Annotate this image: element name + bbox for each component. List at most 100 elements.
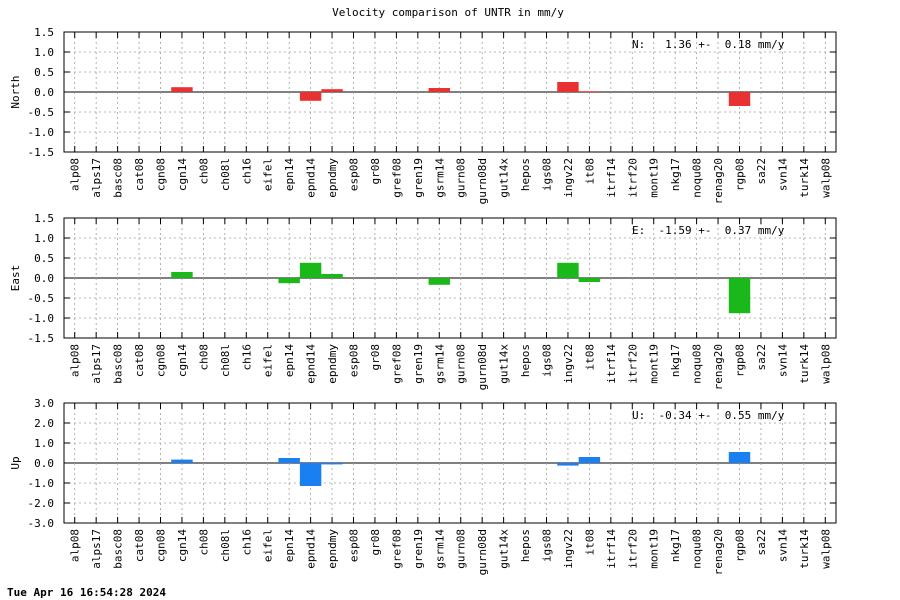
bar-it08 (578, 457, 601, 463)
x-tick-label: noqu08 (691, 344, 704, 384)
x-tick-label: ch16 (240, 158, 253, 185)
y-tick-label: 1.5 (34, 212, 54, 225)
x-tick-label: itrf20 (626, 344, 639, 384)
x-tick-label: ch08l (219, 158, 232, 191)
x-tick-label: alps17 (90, 344, 103, 384)
x-tick-label: epn14 (283, 158, 296, 191)
x-tick-label: esp08 (348, 529, 361, 562)
x-tick-label: ch08 (197, 344, 210, 371)
x-tick-label: turk14 (798, 158, 811, 198)
bar-it08 (578, 91, 601, 92)
x-tick-label: svn14 (776, 529, 789, 562)
x-tick-label: epn14 (283, 344, 296, 377)
bar-epndmy (321, 463, 343, 465)
x-tick-label: epndmy (326, 158, 339, 198)
x-tick-label: walp08 (819, 529, 832, 569)
stats-annotation: U: -0.34 +- 0.55 mm/y (632, 409, 785, 422)
x-tick-label: itrf14 (605, 529, 618, 569)
x-tick-label: esp08 (348, 344, 361, 377)
x-tick-label: igs08 (541, 158, 554, 191)
x-tick-label: gsrm14 (433, 158, 446, 198)
y-tick-label: -0.5 (28, 292, 55, 305)
y-axis-label: North (9, 75, 22, 108)
bar-rgp08 (728, 92, 751, 106)
x-tick-label: walp08 (819, 344, 832, 384)
x-tick-label: rgp08 (734, 529, 747, 562)
x-tick-label: sa22 (755, 529, 768, 556)
bar-ingv22 (557, 262, 579, 278)
x-tick-label: ch08 (197, 529, 210, 556)
x-tick-label: gren19 (412, 344, 425, 384)
y-tick-label: 1.5 (34, 26, 54, 39)
x-tick-label: ingv22 (562, 344, 575, 384)
y-tick-label: 1.0 (34, 46, 54, 59)
y-tick-label: -2.0 (28, 497, 55, 510)
x-tick-label: eifel (262, 344, 275, 377)
panel-east: -1.5 -1.0 -0.5 0.0 0.5 1.0 1.5 alp08 alps17 basc0… (9, 212, 837, 390)
x-tick-label: itrf20 (626, 158, 639, 198)
stats-annotation: N: 1.36 +- 0.18 mm/y (632, 38, 785, 51)
x-tick-label: epnd14 (305, 158, 318, 198)
x-tick-label: mont19 (648, 158, 661, 198)
x-tick-label: hepos (519, 158, 532, 191)
bar-epn14 (278, 458, 300, 463)
x-tick-label: basc08 (112, 158, 125, 198)
x-tick-label: itrf20 (626, 529, 639, 569)
x-tick-label: it08 (583, 344, 596, 371)
y-tick-label: -1.0 (28, 477, 55, 490)
bar-gsrm14 (428, 88, 450, 92)
y-tick-label: -0.5 (28, 106, 55, 119)
bar-epnd14 (299, 262, 322, 278)
x-tick-label: sa22 (755, 158, 768, 185)
x-tick-label: gref08 (390, 158, 403, 198)
y-tick-label: -1.0 (28, 126, 55, 139)
y-axis-label: Up (9, 456, 22, 469)
y-tick-label: 1.0 (34, 437, 54, 450)
x-tick-label: ch08l (219, 529, 232, 562)
x-tick-label: ch08 (197, 158, 210, 185)
x-tick-label: gren19 (412, 529, 425, 569)
x-tick-label: turk14 (798, 529, 811, 569)
x-tick-label: epnd14 (305, 529, 318, 569)
x-tick-label: gurn08 (455, 344, 468, 384)
x-tick-label: gut14x (498, 344, 511, 384)
bar-epnd14 (299, 92, 322, 101)
x-tick-label: esp08 (348, 158, 361, 191)
x-tick-label: ch16 (240, 344, 253, 371)
y-tick-label: -1.5 (28, 146, 55, 159)
x-tick-label: noqu08 (691, 529, 704, 569)
x-tick-label: epndmy (326, 529, 339, 569)
x-tick-label: epn14 (283, 529, 296, 562)
bar-cgn14 (171, 87, 193, 92)
x-tick-label: turk14 (798, 344, 811, 384)
x-tick-label: renag20 (712, 344, 725, 390)
x-tick-label: gr08 (369, 529, 382, 556)
x-tick-label: nkg17 (669, 529, 682, 562)
x-tick-label: gut14x (498, 158, 511, 198)
timestamp: Tue Apr 16 16:54:28 2024 (7, 586, 166, 599)
x-tick-label: basc08 (112, 344, 125, 384)
y-tick-label: 0.5 (34, 252, 54, 265)
panel-north: -1.5 -1.0 -0.5 0.0 0.5 1.0 1.5 alp08 alps17 basc0… (9, 26, 837, 204)
x-tick-label: gurn08 (455, 158, 468, 198)
bar-epnd14 (299, 463, 322, 486)
x-tick-label: gr08 (369, 344, 382, 371)
x-tick-label: gurn08 (455, 529, 468, 569)
x-tick-label: svn14 (776, 344, 789, 377)
x-tick-label: it08 (583, 158, 596, 185)
y-axis-label: East (9, 265, 22, 292)
stats-annotation: E: -1.59 +- 0.37 mm/y (632, 224, 785, 237)
y-tick-label: 1.0 (34, 232, 54, 245)
x-tick-label: cgn14 (176, 529, 189, 562)
bar-rgp08 (728, 278, 751, 314)
y-tick-label: 2.0 (34, 417, 54, 430)
bar-epn14 (278, 278, 300, 284)
x-tick-label: basc08 (112, 529, 125, 569)
x-tick-label: gref08 (390, 344, 403, 384)
x-tick-label: rgp08 (734, 344, 747, 377)
y-tick-label: 3.0 (34, 397, 54, 410)
bar-it08 (578, 278, 601, 282)
plot-frame (63, 402, 837, 524)
x-tick-label: it08 (583, 529, 596, 556)
